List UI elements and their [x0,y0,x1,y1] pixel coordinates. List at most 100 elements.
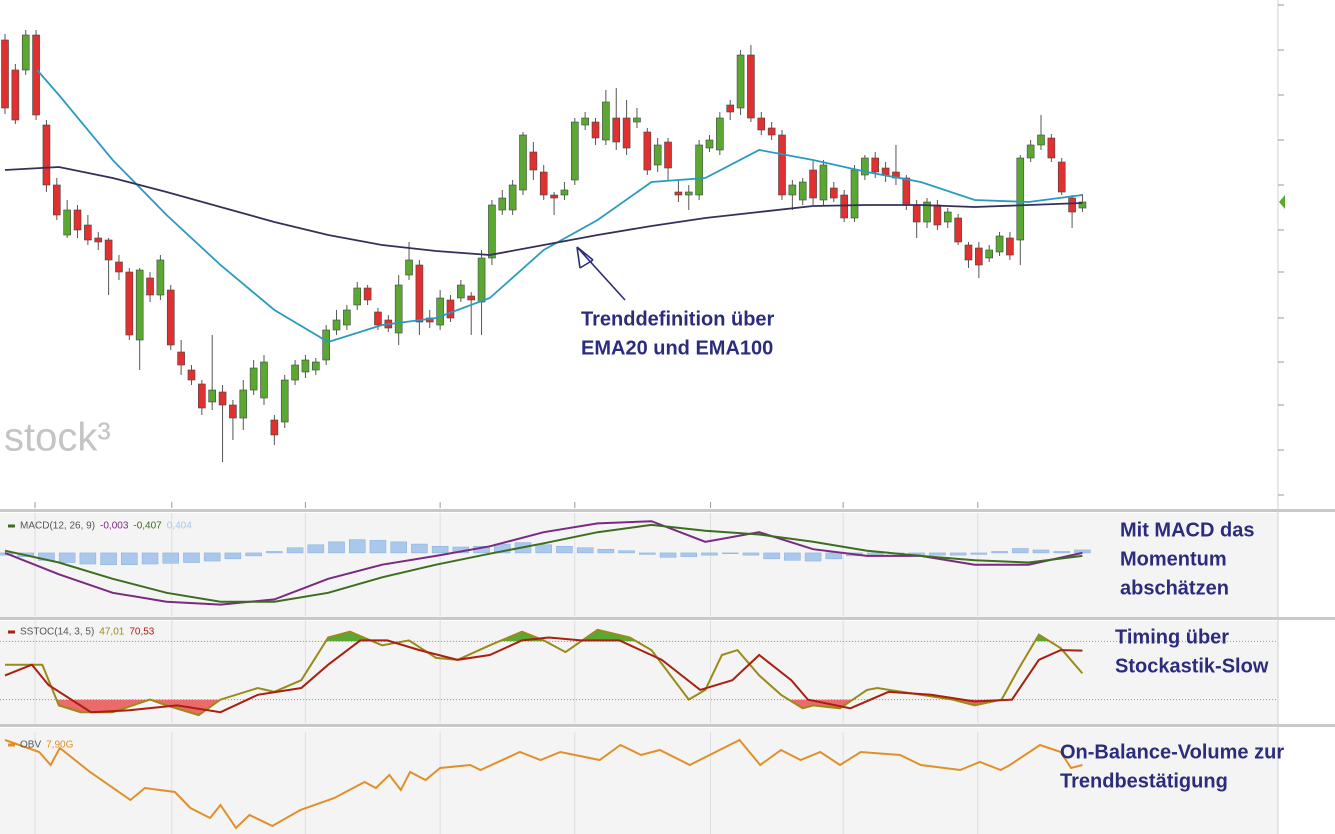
candle-body [291,364,299,381]
series-line [36,69,1083,343]
candle-body [964,244,973,261]
histogram-bar [1053,551,1070,554]
legend-readout: -0,003 [100,521,129,532]
histogram-bar [203,552,221,562]
candle-body [446,299,455,319]
candle-body [260,361,268,399]
histogram-bar [121,552,138,565]
histogram-bar [348,539,366,554]
candle-body [778,134,786,196]
histogram-bar [721,552,739,554]
candle-body [146,277,154,296]
candle-body [757,117,766,131]
series-line [4,738,1083,830]
histogram-bar [266,551,283,554]
candle-body [912,204,921,223]
candle-body [415,264,424,323]
candle-body [280,379,289,423]
candle-body [798,181,807,201]
annotation: Mit MACD das [1120,519,1254,541]
candle-body [1068,197,1076,213]
candle-body [488,204,496,259]
candle-body [436,297,444,326]
histogram-bar [286,547,304,554]
annotation: abschätzen [1120,577,1229,599]
candle-body [602,101,610,141]
histogram-bar [680,552,698,557]
histogram-bar [970,552,988,555]
histogram-bar [141,552,159,565]
candle-body [467,295,476,301]
candle-body [829,187,838,199]
series-line [4,636,1083,714]
candle-body [301,359,310,373]
candle-body [73,209,82,231]
histogram-bar [929,552,946,556]
candle-body [115,261,123,273]
candle-body [239,389,248,419]
candle-body [156,259,165,296]
annotation: Stockastik-Slow [1115,655,1269,677]
candle-body [570,121,579,181]
separator [0,509,1335,512]
annotation: Timing über [1115,626,1229,648]
candle-body [166,289,175,346]
histogram-bar [183,552,200,563]
histogram-bar [866,552,884,555]
candle-body [249,367,258,391]
annotation: EMA20 und EMA100 [581,337,773,359]
candle-body [353,287,362,306]
candle-body [125,271,134,336]
candle-body [84,224,92,241]
candle-body [332,319,341,331]
zone-fill [5,699,1083,716]
candle-body [539,171,548,196]
histogram-bar [701,552,718,556]
candle-body [633,117,641,123]
histogram-bar [639,552,656,555]
candle-body [923,201,931,223]
legend-swatch [8,524,15,528]
candle-body [726,104,735,113]
histogram-bar [742,552,760,556]
candle-body [21,34,30,71]
legend-readout: -0,407 [133,521,162,532]
candle-body [975,247,983,266]
candle-body [550,194,558,199]
candle-body [861,157,869,176]
stochastic-panel [0,621,1278,724]
series-line [4,523,1083,603]
candle-body [1078,201,1087,209]
legend-label: SSTOC(14, 3, 5) [20,627,94,638]
candle-body [52,184,61,216]
candle-body [1057,161,1066,193]
candle-body [405,259,413,276]
last-price-marker [1279,195,1285,209]
candle-body [809,169,817,199]
candle-body [1026,144,1035,159]
histogram-bar [245,552,262,557]
candle-body [229,404,237,419]
histogram-bar [597,548,615,554]
candle-body [32,34,40,116]
histogram-bar [825,552,843,560]
histogram-bar [162,552,180,564]
candle-body [187,369,196,381]
candle-body [519,134,527,191]
histogram-bar [576,547,594,554]
candle-body [363,287,372,301]
histogram-bar [784,552,801,561]
histogram-bar [556,546,573,554]
candle-body [902,177,911,206]
candle-body [177,351,185,366]
histogram-bar [58,552,76,563]
candle-body [933,204,942,226]
histogram-bar [328,541,345,554]
legend-label: OBV [20,740,41,751]
candle-body [643,131,652,171]
candle-body [819,164,828,201]
candle-body [374,311,382,326]
candle-body [995,235,1004,253]
candle-body [612,117,621,143]
